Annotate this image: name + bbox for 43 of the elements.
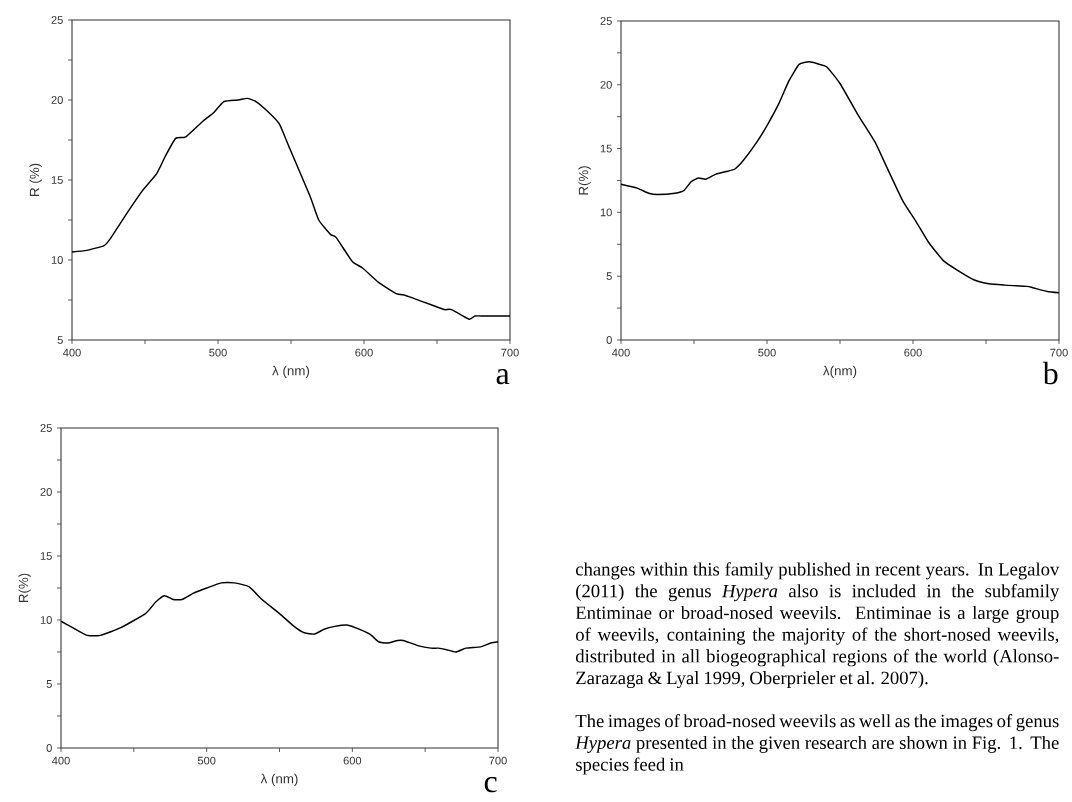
- x-tick-label: 500: [197, 756, 216, 765]
- x-tick-label: 400: [63, 348, 81, 357]
- y-tick-label: 25: [600, 17, 612, 25]
- line-series: [60, 581, 499, 653]
- y-tick-label: 20: [600, 80, 612, 89]
- x-tick-label: 400: [52, 756, 70, 765]
- line-series: [620, 61, 1060, 294]
- y-tick-label: 10: [51, 256, 63, 264]
- text: The images of broad-nosed weevils as well as the images of genus Hypera presented in the given research are shown in Fig. 1. The species feed in: [575, 713, 1059, 775]
- y-tick-label: 5: [606, 272, 612, 281]
- y-tick-label: 5: [57, 336, 63, 344]
- y-tick-label: 25: [51, 16, 63, 24]
- x-tick-label: 700: [501, 348, 519, 357]
- y-tick-label: 25: [40, 424, 52, 432]
- text: changes within this family published in recent years. In Legalov (2011) the genus Hypera also is included in the subfamily Entiminae or broad-nosed weevils. Entiminae is a large group of weevils, containing the majority of the short-nosed weevils, distributed in all biogeographical regions of the world (Alonso-Zarazaga & Lyal 1999, Oberprieler et al. 2007).: [575, 562, 1060, 689]
- x-tick-label: 500: [209, 348, 227, 357]
- y-tick-label: 15: [51, 176, 63, 184]
- x-tick-label: 600: [904, 348, 922, 357]
- x-tick-label: 600: [355, 348, 373, 357]
- y-tick-label: 5: [46, 680, 52, 688]
- y-tick-label: 20: [51, 96, 63, 104]
- y-tick-label: 0: [46, 744, 52, 752]
- y-axis-title: R(%): [578, 166, 591, 195]
- y-tick-label: 10: [600, 208, 612, 217]
- text: c: [484, 776, 497, 793]
- line-series: [71, 97, 511, 320]
- x-tick-label: 700: [489, 756, 507, 765]
- y-tick-label: 15: [40, 552, 52, 560]
- x-tick-label: 700: [1050, 348, 1068, 357]
- y-axis-title: R(%): [18, 573, 31, 603]
- x-axis-title: λ(nm): [823, 365, 857, 379]
- y-tick-label: 10: [40, 616, 52, 624]
- y-tick-label: 15: [600, 144, 612, 153]
- x-tick-label: 400: [612, 348, 630, 357]
- text: b: [1042, 361, 1058, 385]
- y-tick-label: 0: [606, 336, 612, 344]
- x-axis-title: λ (nm): [272, 365, 310, 379]
- x-tick-label: 500: [758, 348, 776, 357]
- x-tick-label: 600: [343, 756, 362, 765]
- text: a: [496, 368, 510, 385]
- x-axis-title: λ (nm): [260, 773, 298, 787]
- y-axis-title: R (%): [29, 163, 42, 196]
- y-tick-label: 20: [40, 488, 52, 496]
